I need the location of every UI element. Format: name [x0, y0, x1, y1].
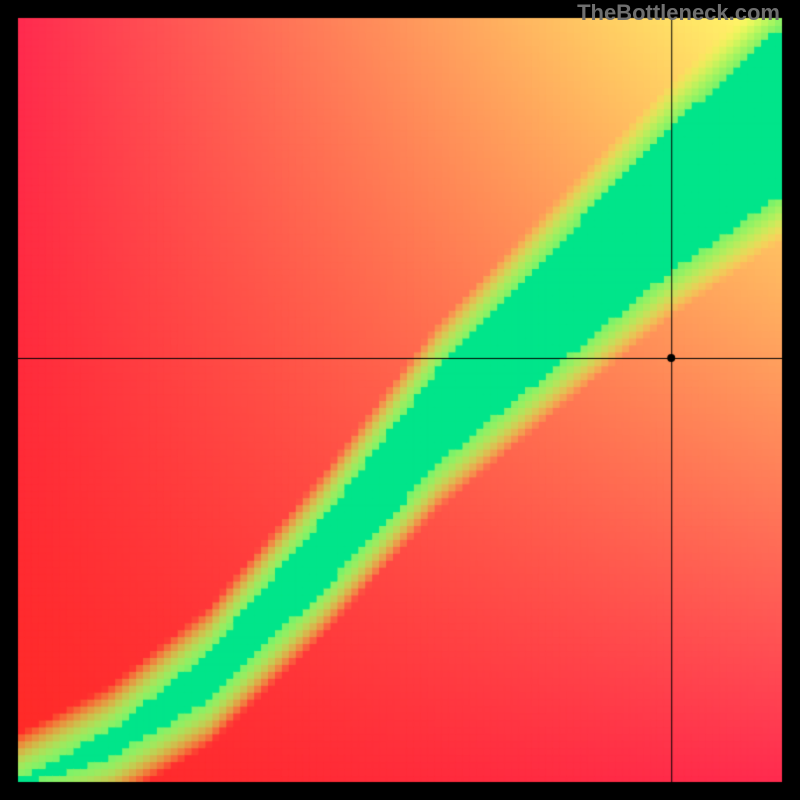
chart-container: TheBottleneck.com: [0, 0, 800, 800]
bottleneck-heatmap: [0, 0, 800, 800]
watermark-text: TheBottleneck.com: [577, 0, 780, 26]
